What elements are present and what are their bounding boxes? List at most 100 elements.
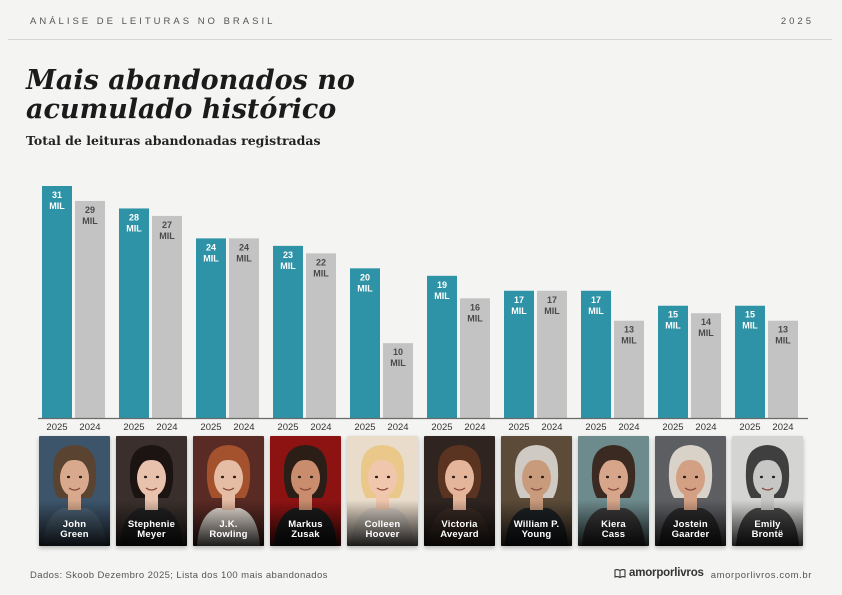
year-tick-label: 2025 xyxy=(123,422,144,433)
bar-2025-1 xyxy=(42,186,72,418)
bar-2024-7 xyxy=(537,290,567,418)
bar-2024-6 xyxy=(460,298,490,418)
year-tick-label: 2025 xyxy=(662,422,683,433)
report-year: 2025 xyxy=(780,16,814,27)
year-tick-label: 2024 xyxy=(79,422,100,433)
year-tick-label: 2024 xyxy=(772,422,793,433)
bar-2024-1 xyxy=(75,200,105,418)
author-card: J.K. Rowling xyxy=(193,436,264,546)
bar-value-label: 24 xyxy=(239,242,249,252)
bar-2025-8 xyxy=(581,290,611,418)
bar-value-label: 14 xyxy=(701,317,711,327)
year-tick-label: 2024 xyxy=(464,422,485,433)
bar-unit-label: MIL xyxy=(511,306,527,316)
card-gradient xyxy=(501,500,572,546)
card-gradient xyxy=(655,500,726,546)
author-card: William P. Young xyxy=(501,436,572,546)
author-name: Emily Brontë xyxy=(751,519,784,540)
bar-value-label: 16 xyxy=(470,302,480,312)
card-gradient xyxy=(732,500,803,546)
bar-2025-4 xyxy=(273,245,303,418)
bar-2024-9 xyxy=(691,313,721,418)
bar-value-label: 22 xyxy=(316,257,326,267)
bar-2025-5 xyxy=(350,268,380,418)
chart-title: Mais abandonados no acumulado histórico xyxy=(26,65,355,125)
bar-value-label: 13 xyxy=(778,325,788,335)
year-tick-label: 2024 xyxy=(387,422,408,433)
year-tick-label: 2025 xyxy=(277,422,298,433)
bar-2025-2 xyxy=(119,208,149,418)
bar-2024-4 xyxy=(306,253,336,418)
bar-value-label: 19 xyxy=(437,280,447,290)
year-tick-label: 2024 xyxy=(233,422,254,433)
bar-unit-label: MIL xyxy=(742,321,758,331)
bar-2024-10 xyxy=(768,320,798,418)
top-bar: ANÁLISE DE LEITURAS NO BRASIL 2025 xyxy=(30,16,814,27)
bar-2025-9 xyxy=(658,305,688,418)
bar-unit-label: MIL xyxy=(467,313,483,323)
bar-value-label: 15 xyxy=(668,310,678,320)
bar-unit-label: MIL xyxy=(357,283,373,293)
year-tick-label: 2024 xyxy=(310,422,331,433)
bar-unit-label: MIL xyxy=(775,336,791,346)
author-name: J.K. Rowling xyxy=(209,519,248,540)
bar-2025-6 xyxy=(427,275,457,418)
bar-unit-label: MIL xyxy=(544,306,560,316)
author-name: Stephenie Meyer xyxy=(127,519,176,540)
header-divider xyxy=(8,39,832,40)
bar-value-label: 31 xyxy=(52,190,62,200)
card-gradient xyxy=(424,500,495,546)
year-tick-label: 2025 xyxy=(354,422,375,433)
author-card: John Green xyxy=(39,436,110,546)
author-name: Kiera Cass xyxy=(601,519,626,540)
bar-value-label: 10 xyxy=(393,347,403,357)
year-tick-label: 2024 xyxy=(541,422,562,433)
bar-value-label: 24 xyxy=(206,242,216,252)
data-source: Dados: Skoob Dezembro 2025; Lista dos 10… xyxy=(30,570,328,581)
year-tick-label: 2025 xyxy=(508,422,529,433)
brand-url[interactable]: amorporlivros.com.br xyxy=(710,570,812,581)
year-tick-label: 2025 xyxy=(585,422,606,433)
author-cards: John Green Stephenie Meyer J.K. Rowling Mar… xyxy=(0,436,842,548)
bar-value-label: 17 xyxy=(547,295,557,305)
bar-2024-2 xyxy=(152,215,182,418)
bar-value-label: 20 xyxy=(360,272,370,282)
bar-2025-3 xyxy=(196,238,226,418)
year-tick-label: 2025 xyxy=(431,422,452,433)
card-gradient xyxy=(578,500,649,546)
author-name: Jostein Gaarder xyxy=(671,519,710,540)
author-name: Victoria Aveyard xyxy=(440,519,479,540)
bar-unit-label: MIL xyxy=(665,321,681,331)
year-tick-label: 2025 xyxy=(739,422,760,433)
author-name: William P. Young xyxy=(513,519,560,540)
bar-unit-label: MIL xyxy=(313,268,329,278)
bar-2025-10 xyxy=(735,305,765,418)
author-name: Colleen Hoover xyxy=(364,519,401,540)
book-icon xyxy=(614,569,626,579)
bar-value-label: 29 xyxy=(85,205,95,215)
bar-value-label: 28 xyxy=(129,212,139,222)
author-card: Jostein Gaarder xyxy=(655,436,726,546)
bar-unit-label: MIL xyxy=(588,306,604,316)
author-card: Markus Zusak xyxy=(270,436,341,546)
bar-unit-label: MIL xyxy=(236,253,252,263)
author-card: Emily Brontë xyxy=(732,436,803,546)
bar-unit-label: MIL xyxy=(621,336,637,346)
bar-unit-label: MIL xyxy=(280,261,296,271)
bar-unit-label: MIL xyxy=(434,291,450,301)
brand-name: amorporlivros xyxy=(629,567,704,579)
bar-2024-3 xyxy=(229,238,259,418)
author-name: Markus Zusak xyxy=(288,519,323,540)
author-card: Kiera Cass xyxy=(578,436,649,546)
author-name: John Green xyxy=(60,519,89,540)
author-card: Stephenie Meyer xyxy=(116,436,187,546)
card-gradient xyxy=(116,500,187,546)
bar-value-label: 27 xyxy=(162,220,172,230)
year-tick-label: 2025 xyxy=(200,422,221,433)
year-tick-label: 2024 xyxy=(156,422,177,433)
brand-logo: amorporlivros xyxy=(614,567,704,579)
bar-value-label: 15 xyxy=(745,310,755,320)
year-tick-label: 2024 xyxy=(618,422,639,433)
bar-unit-label: MIL xyxy=(126,223,142,233)
author-card: Victoria Aveyard xyxy=(424,436,495,546)
